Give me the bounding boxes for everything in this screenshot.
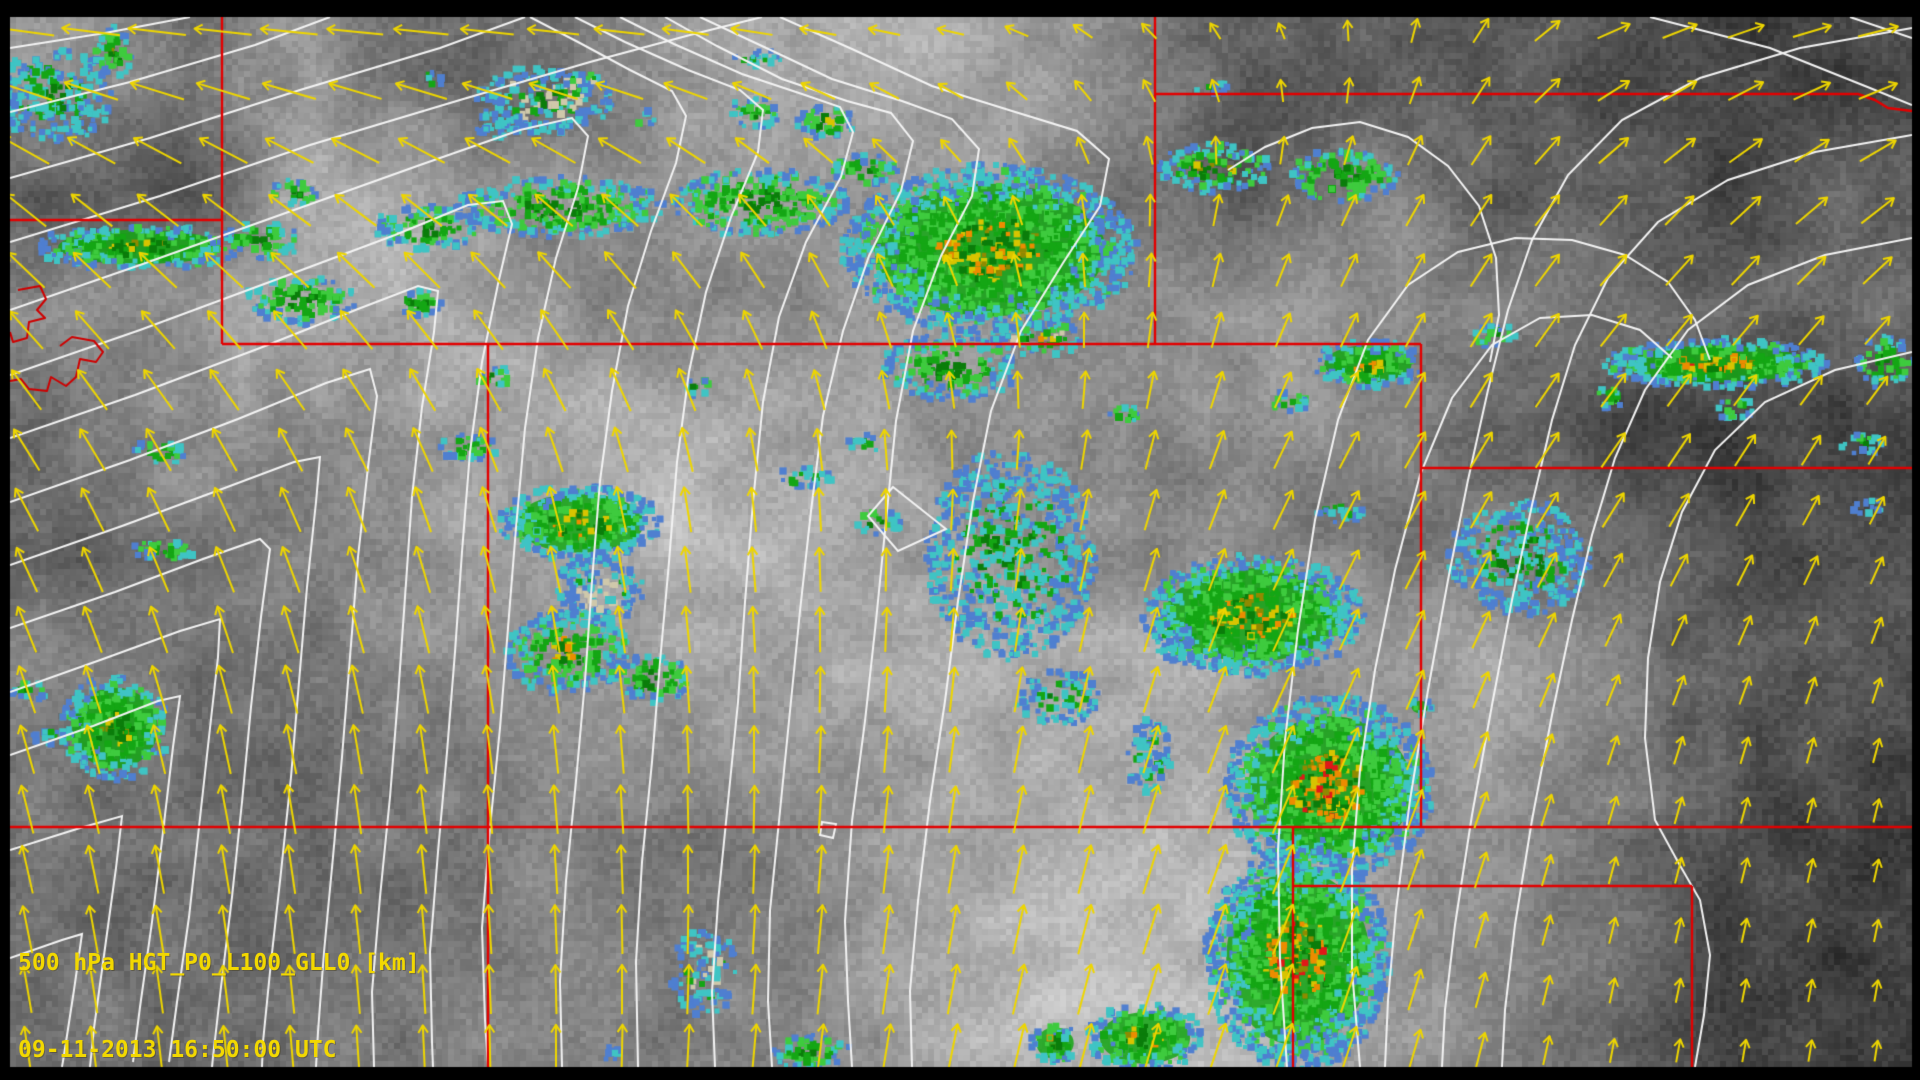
timestamp-label: 09-11-2013 16:50:00 UTC xyxy=(18,1037,337,1063)
parameter-label: 500 hPa HGT_P0_L100_GLL0 [km] xyxy=(18,950,420,976)
